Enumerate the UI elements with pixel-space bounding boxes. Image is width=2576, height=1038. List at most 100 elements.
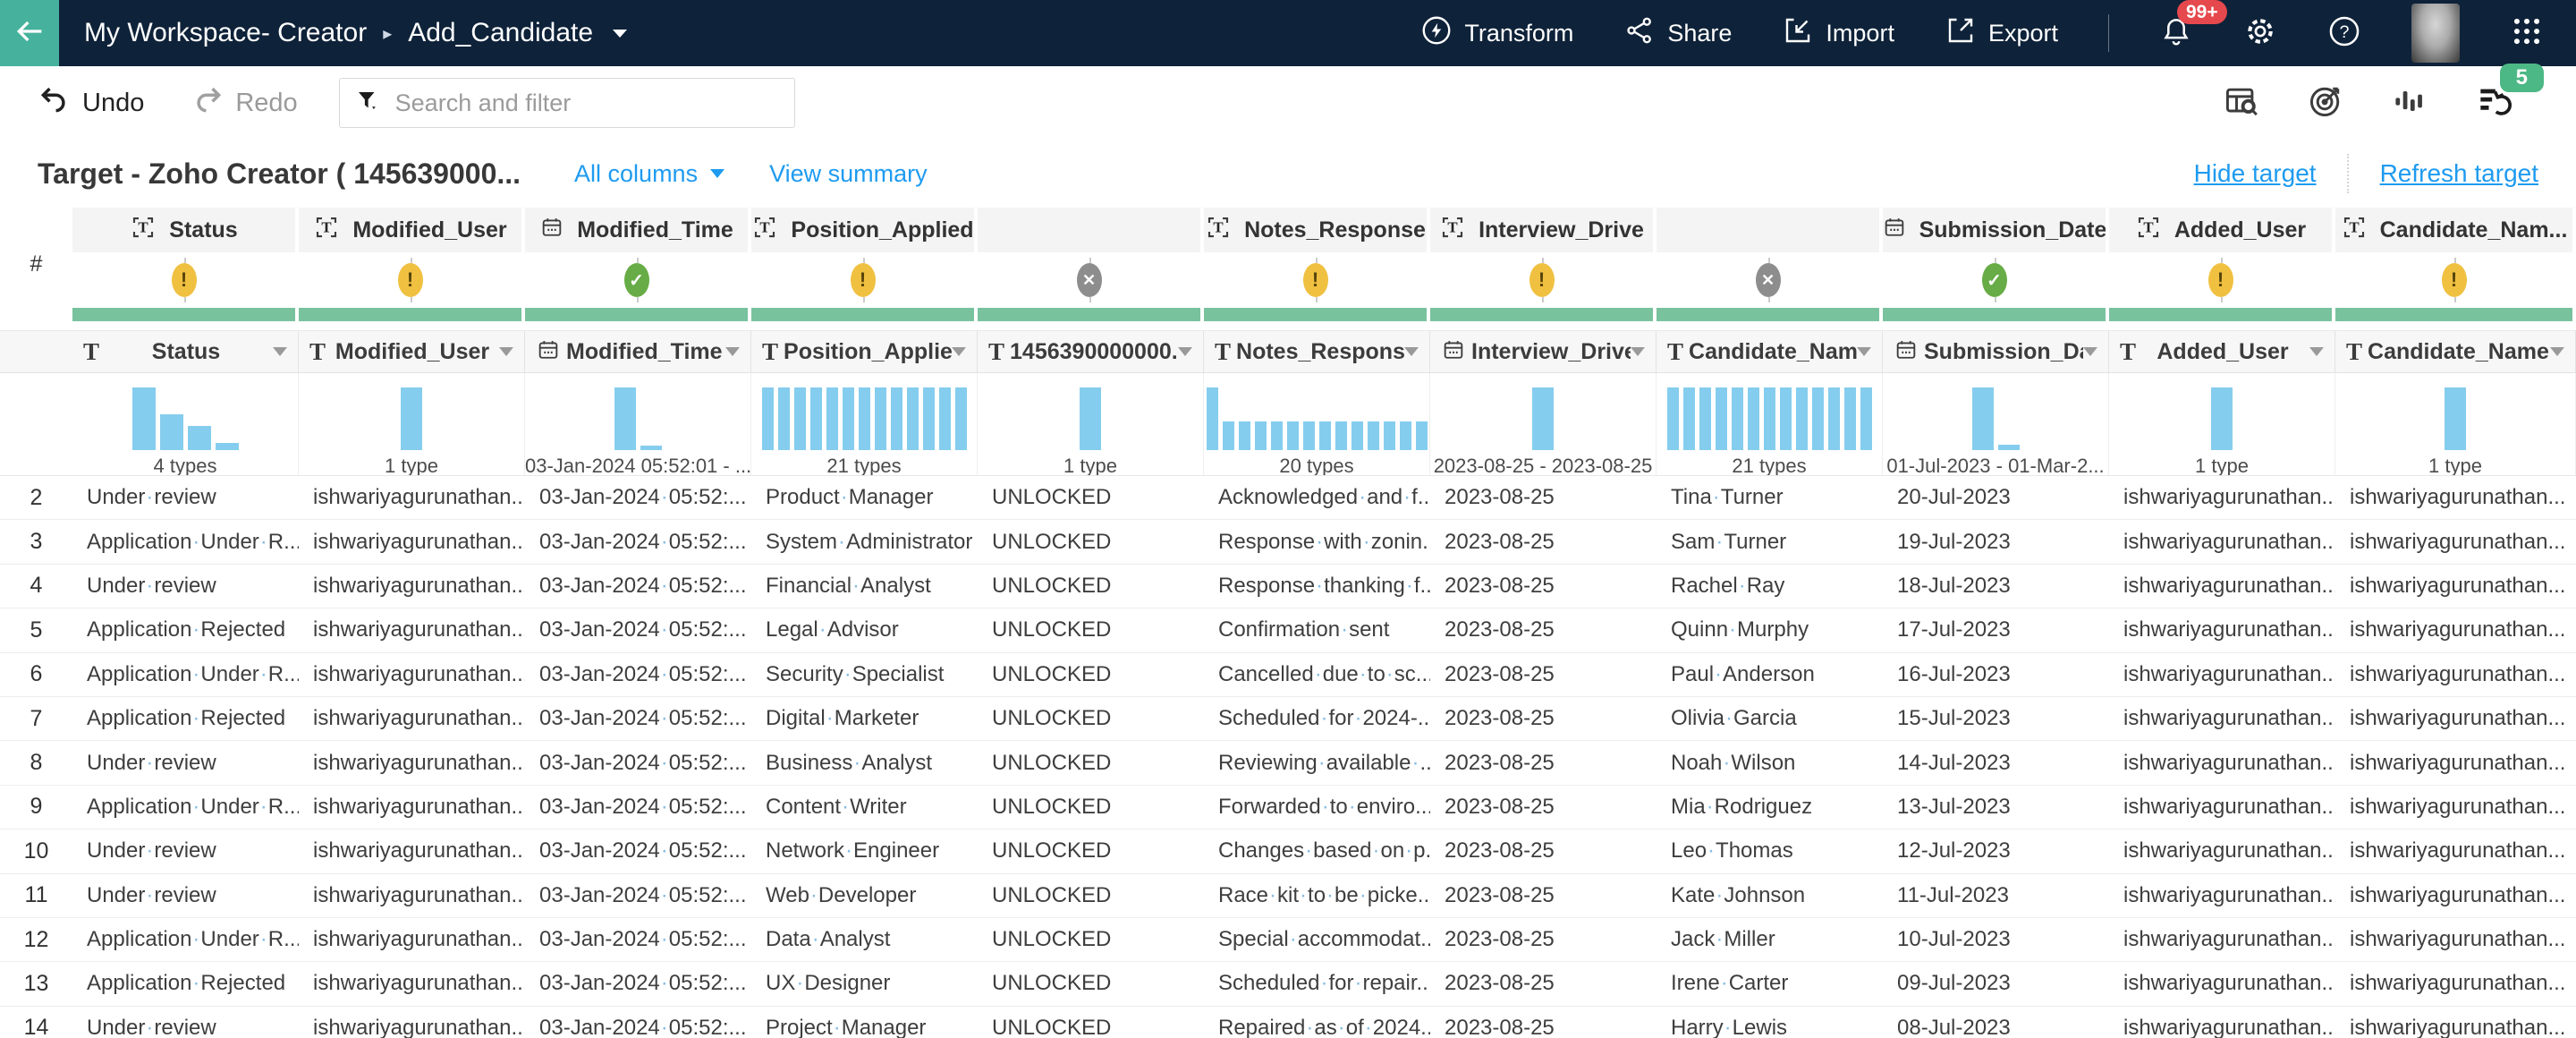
cell[interactable]: UNLOCKED — [978, 751, 1204, 776]
column-histogram[interactable]: 1 type — [2335, 373, 2576, 475]
target-column-header[interactable]: TPosition_Applied — [751, 208, 974, 252]
view-summary-link[interactable]: View summary — [769, 160, 928, 188]
cell[interactable]: ishwariyagurunathan... — [299, 795, 525, 820]
cell[interactable]: ishwariyagurunathan... — [299, 751, 525, 776]
cell[interactable]: Under·review — [72, 485, 299, 510]
share-button[interactable]: Share — [1623, 14, 1732, 53]
cell[interactable]: 2023-08-25 — [1430, 795, 1657, 820]
column-header-Candidate_Name[interactable]: TCandidate_Name — [1657, 331, 1883, 372]
cell[interactable]: 2023-08-25 — [1430, 574, 1657, 599]
target-status-warning-icon[interactable]: ! — [2442, 263, 2467, 297]
back-button[interactable] — [0, 0, 59, 66]
column-header-Status[interactable]: TStatus — [72, 331, 299, 372]
cell[interactable]: Scheduled·for·2024-... — [1204, 706, 1430, 731]
column-menu-caret-icon[interactable] — [952, 347, 966, 356]
cell[interactable]: Repaired·as·of·2024... — [1204, 1016, 1430, 1038]
search-and-filter-box[interactable] — [339, 78, 795, 128]
cell[interactable]: ishwariyagurunathan... — [2109, 530, 2335, 555]
cell[interactable]: Irene·Carter — [1657, 971, 1883, 996]
breadcrumb-dataset[interactable]: Add_Candidate — [408, 18, 593, 48]
cell[interactable]: ishwariyagurunathan... — [2335, 574, 2576, 599]
cell[interactable]: ishwariyagurunathan... — [299, 574, 525, 599]
cell[interactable]: 03-Jan-2024·05:52:... — [525, 883, 751, 908]
column-menu-caret-icon[interactable] — [1631, 347, 1645, 356]
cell[interactable]: Application·Rejected — [72, 617, 299, 642]
target-column-header[interactable]: TInterview_Drive — [1430, 208, 1653, 252]
target-status-warning-icon[interactable]: ! — [398, 263, 423, 297]
column-histogram[interactable]: 4 types — [72, 373, 299, 475]
target-status-ok-icon[interactable]: ✓ — [1982, 263, 2007, 297]
notifications-button[interactable]: 99+ — [2159, 14, 2193, 53]
column-histogram[interactable]: 21 types — [1657, 373, 1883, 475]
cell[interactable]: Paul·Anderson — [1657, 662, 1883, 687]
target-settings-button[interactable] — [2306, 81, 2345, 125]
cell[interactable]: Security·Specialist — [751, 662, 978, 687]
export-button[interactable]: Export — [1945, 14, 2058, 53]
cell[interactable]: Under·review — [72, 574, 299, 599]
cell[interactable]: ishwariyagurunathan... — [2335, 751, 2576, 776]
cell[interactable]: ishwariyagurunathan... — [2109, 574, 2335, 599]
column-stats-button[interactable] — [2390, 81, 2429, 125]
cell[interactable]: Noah·Wilson — [1657, 751, 1883, 776]
column-menu-caret-icon[interactable] — [2550, 347, 2564, 356]
cell[interactable]: 03-Jan-2024·05:52:... — [525, 662, 751, 687]
cell[interactable]: Digital·Marketer — [751, 706, 978, 731]
search-input[interactable] — [394, 89, 780, 118]
target-column-header[interactable] — [978, 208, 1200, 252]
cell[interactable]: UNLOCKED — [978, 574, 1204, 599]
cell[interactable]: 2023-08-25 — [1430, 1016, 1657, 1038]
cell[interactable]: UNLOCKED — [978, 706, 1204, 731]
cell[interactable]: 09-Jul-2023 — [1883, 971, 2109, 996]
column-menu-caret-icon[interactable] — [499, 347, 513, 356]
cell[interactable]: ishwariyagurunathan... — [2109, 485, 2335, 510]
cell[interactable]: Confirmation·sent — [1204, 617, 1430, 642]
cell[interactable]: Data·Analyst — [751, 927, 978, 952]
cell[interactable]: ishwariyagurunathan... — [299, 530, 525, 555]
cell[interactable]: 2023-08-25 — [1430, 617, 1657, 642]
cell[interactable]: 03-Jan-2024·05:52:... — [525, 485, 751, 510]
cell[interactable]: 12-Jul-2023 — [1883, 838, 2109, 864]
column-histogram[interactable]: 03-Jan-2024 05:52:01 - ... — [525, 373, 751, 475]
cell[interactable]: UNLOCKED — [978, 795, 1204, 820]
column-menu-caret-icon[interactable] — [1857, 347, 1871, 356]
column-histogram[interactable]: 1 type — [978, 373, 1204, 475]
target-status-none-icon[interactable]: ✕ — [1756, 263, 1781, 297]
cell[interactable]: ishwariyagurunathan... — [2335, 838, 2576, 864]
target-status-warning-icon[interactable]: ! — [2208, 263, 2233, 297]
cell[interactable]: Reviewing·available·... — [1204, 751, 1430, 776]
data-preview-button[interactable] — [2222, 81, 2261, 125]
cell[interactable]: ishwariyagurunathan... — [2335, 706, 2576, 731]
cell[interactable]: Business·Analyst — [751, 751, 978, 776]
cell[interactable]: ishwariyagurunathan... — [2109, 927, 2335, 952]
cell[interactable]: ishwariyagurunathan... — [2109, 795, 2335, 820]
cell[interactable]: Quinn·Murphy — [1657, 617, 1883, 642]
column-header-Position_Applied[interactable]: TPosition_Applied — [751, 331, 978, 372]
cell[interactable]: ishwariyagurunathan... — [2109, 883, 2335, 908]
column-menu-caret-icon[interactable] — [273, 347, 287, 356]
cell[interactable]: Jack·Miller — [1657, 927, 1883, 952]
cell[interactable]: UNLOCKED — [978, 971, 1204, 996]
cell[interactable]: 03-Jan-2024·05:52:... — [525, 751, 751, 776]
cell[interactable]: Changes·based·on·p... — [1204, 838, 1430, 864]
breadcrumb-workspace[interactable]: My Workspace- Creator — [84, 18, 367, 48]
refresh-target-link[interactable]: Refresh target — [2380, 159, 2538, 188]
cell[interactable]: Application·Under·R... — [72, 530, 299, 555]
apps-menu-button[interactable] — [2510, 14, 2544, 53]
target-column-header[interactable]: TAdded_User — [2109, 208, 2332, 252]
cell[interactable]: 2023-08-25 — [1430, 530, 1657, 555]
cell[interactable]: 11-Jul-2023 — [1883, 883, 2109, 908]
column-header-Candidate_Name....[interactable]: TCandidate_Name.... — [2335, 331, 2576, 372]
cell[interactable]: ishwariyagurunathan... — [2109, 1016, 2335, 1038]
column-menu-caret-icon[interactable] — [2309, 347, 2324, 356]
all-columns-dropdown[interactable]: All columns — [574, 160, 724, 188]
cell[interactable]: Response·with·zonin... — [1204, 530, 1430, 555]
cell[interactable]: ishwariyagurunathan... — [299, 617, 525, 642]
cell[interactable]: ishwariyagurunathan... — [2109, 751, 2335, 776]
cell[interactable]: Sam·Turner — [1657, 530, 1883, 555]
cell[interactable]: ishwariyagurunathan... — [2335, 530, 2576, 555]
column-menu-caret-icon[interactable] — [2083, 347, 2097, 356]
cell[interactable]: Harry·Lewis — [1657, 1016, 1883, 1038]
cell[interactable]: 2023-08-25 — [1430, 927, 1657, 952]
cell[interactable]: 2023-08-25 — [1430, 662, 1657, 687]
cell[interactable]: Response·thanking·f... — [1204, 574, 1430, 599]
